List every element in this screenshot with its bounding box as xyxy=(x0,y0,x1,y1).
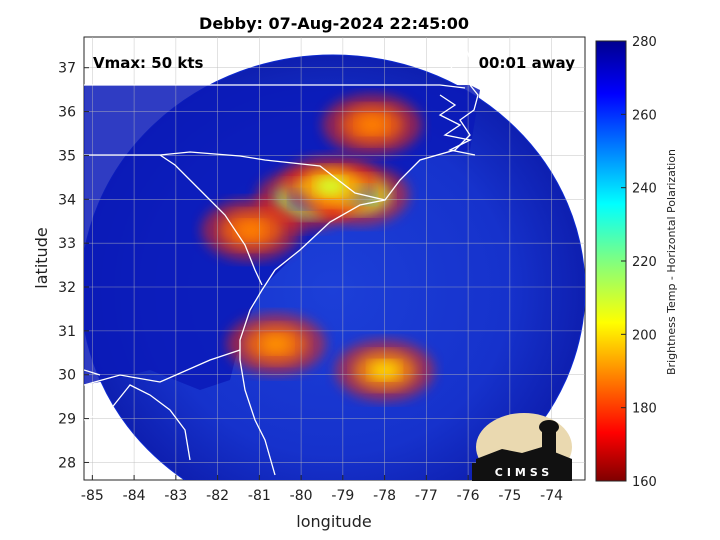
x-tick-label-10: -75 xyxy=(498,488,521,504)
y-axis: 28 29 30 31 32 33 34 35 36 37 xyxy=(58,61,89,471)
precip-feature-2-layer-2 xyxy=(314,176,346,196)
x-tick-label-3: -82 xyxy=(206,488,229,504)
logo-banner xyxy=(472,463,572,481)
colorbar-tick-label-3: 220 xyxy=(632,255,657,270)
colorbar-label: Brightness Temp - Horizontal Polarizatio… xyxy=(665,149,678,375)
x-axis: -85 -84 -83 -82 -81 -80 -79 -78 -77 -76 -75 -74 xyxy=(81,475,563,504)
time-away-label: 00:01 away xyxy=(479,54,576,72)
colorbar-tick-label-0: 280 xyxy=(632,35,657,50)
x-tick-label-11: -74 xyxy=(540,488,563,504)
x-tick-label-9: -76 xyxy=(457,488,480,504)
x-tick-label-5: -80 xyxy=(290,488,313,504)
x-tick-label-1: -84 xyxy=(123,488,146,504)
x-tick-label-4: -81 xyxy=(248,488,271,504)
cimss-logo: CIMSS xyxy=(472,413,572,481)
y-tick-label-1: 29 xyxy=(58,412,76,428)
al-fl-panhandle xyxy=(84,369,191,461)
chart-title: Debby: 07-Aug-2024 22:45:00 xyxy=(199,14,469,33)
x-tick-label-2: -83 xyxy=(164,488,187,504)
x-axis-label: longitude xyxy=(296,512,371,531)
y-tick-label-0: 28 xyxy=(58,455,76,471)
y-axis-label: latitude xyxy=(32,227,51,288)
va-nc-border xyxy=(84,84,466,89)
x-tick-label-0: -85 xyxy=(81,488,104,504)
y-tick-label-8: 36 xyxy=(58,105,76,121)
y-tick-label-4: 32 xyxy=(58,280,76,296)
x-tick-label-8: -77 xyxy=(415,488,438,504)
colorbar-tick-label-1: 260 xyxy=(632,108,657,123)
colorbar-ticks: 280 260 240 220 200 180 160 xyxy=(621,35,657,490)
coastlines xyxy=(84,44,479,476)
y-tick-label-9: 37 xyxy=(58,61,76,77)
logo-tower xyxy=(542,427,556,457)
northeast-lines xyxy=(439,44,471,76)
vmax-label: Vmax: 50 kts xyxy=(93,54,203,72)
ga-fl-border xyxy=(84,349,241,386)
y-tick-label-3: 31 xyxy=(58,324,76,340)
x-tick-label-6: -79 xyxy=(331,488,354,504)
y-tick-label-2: 30 xyxy=(58,368,76,384)
nc-sounds xyxy=(438,94,476,156)
colorbar-tick-label-6: 160 xyxy=(632,475,657,490)
colorbar-tick-label-5: 180 xyxy=(632,402,657,417)
logo-tank xyxy=(539,420,559,434)
logo-text: CIMSS xyxy=(495,466,553,479)
precip-feature-5-layer-2 xyxy=(356,115,388,135)
y-tick-label-5: 33 xyxy=(58,236,76,252)
colorbar-tick-label-2: 240 xyxy=(632,182,657,197)
y-tick-label-6: 34 xyxy=(58,192,76,208)
x-tick-label-7: -78 xyxy=(373,488,396,504)
nc-sc-tn-border xyxy=(84,151,386,201)
y-tick-label-7: 35 xyxy=(58,148,76,164)
swath-outer-land xyxy=(84,54,585,480)
east-coast xyxy=(239,84,479,476)
precip-feature-4-layer-2 xyxy=(260,334,292,354)
colorbar-tick-label-4: 200 xyxy=(632,328,657,343)
precip-feature-6-layer-2 xyxy=(235,220,267,240)
grid xyxy=(84,37,585,480)
sc-ga-border xyxy=(159,154,263,286)
